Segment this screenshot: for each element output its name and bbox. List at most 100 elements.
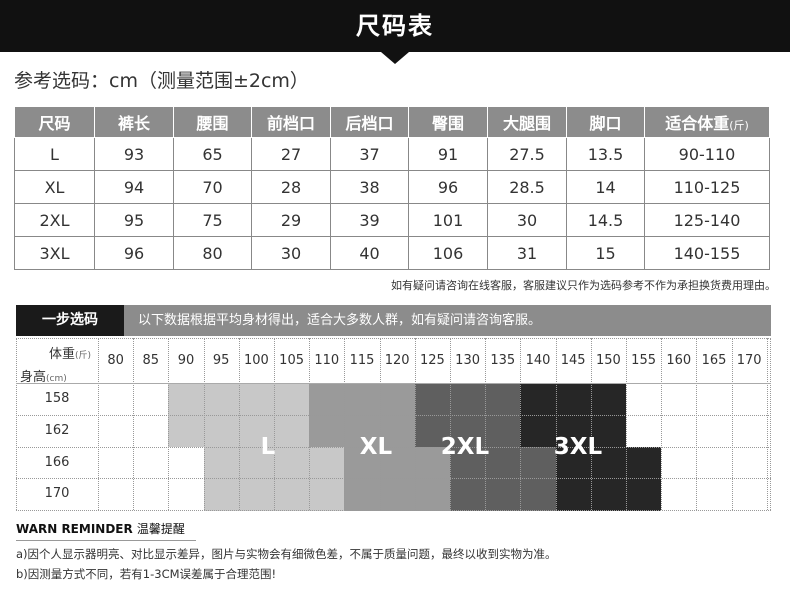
size-cell: 96 [408, 170, 488, 204]
reference-line: 参考选码：cm（测量范围±2cm） [14, 70, 309, 92]
size-zone-xl [309, 414, 415, 447]
grid-line [168, 338, 170, 510]
height-label: 158 [44, 391, 70, 406]
grid-line [16, 414, 771, 416]
grid-line [133, 338, 135, 510]
weight-label: 105 [279, 353, 304, 368]
size-cell: 2XL [14, 203, 95, 237]
header-cell: 腰围 [173, 106, 252, 138]
grid-line [16, 338, 771, 339]
header-weight-unit: (斤) [729, 119, 749, 132]
height-axis-label: 身高(cm) [20, 366, 67, 385]
weight-axis-label: 体重(斤) [49, 343, 91, 362]
grid-line [731, 338, 733, 510]
size-cell: 75 [173, 203, 252, 237]
size-cell: 106 [408, 236, 488, 270]
size-cell: 30 [487, 203, 567, 237]
divider [16, 540, 196, 541]
weight-label: 125 [419, 353, 445, 368]
recommendation-header: 一步选码 以下数据根据平均身材得出，适合大多数人群，如有疑问请咨询客服。 [16, 305, 771, 336]
size-cell: 91 [408, 137, 488, 171]
grid-line [520, 338, 522, 510]
grid-line [661, 338, 663, 510]
size-zone-3xl [520, 383, 626, 416]
weight-label: 85 [142, 353, 160, 368]
grid-line [16, 510, 771, 511]
size-row: XL 94 70 28 38 96 28.5 14 110-125 [14, 170, 770, 204]
size-cell: 94 [94, 170, 174, 204]
weight-label: 135 [490, 353, 516, 368]
size-cell: 125-140 [644, 203, 770, 237]
grid-line [696, 338, 698, 510]
header-cell-weight: 适合体重(斤) [644, 106, 770, 138]
weight-label: 115 [349, 353, 375, 368]
weight-label: 155 [631, 353, 656, 368]
size-row: 3XL 96 80 30 40 106 31 15 140-155 [14, 236, 770, 270]
size-zone-xl [309, 383, 415, 416]
grid-line [16, 383, 771, 384]
weight-label: 140 [525, 353, 551, 368]
page-title: 尺码表 [356, 12, 434, 40]
header-cell: 裤长 [94, 106, 174, 138]
size-zone-l [168, 383, 310, 416]
size-cell: 80 [173, 236, 252, 270]
weight-label: 130 [455, 353, 480, 368]
grid-line [770, 338, 771, 510]
size-cell: 28.5 [487, 170, 567, 204]
size-zone-l [203, 478, 345, 511]
size-cell: 65 [173, 137, 252, 171]
size-cell: 38 [330, 170, 409, 204]
advice-note: 如有疑问请咨询在线客服，客服建议只作为选码参考不作为承担换货费用理由。 [391, 279, 776, 292]
zone-label-l: L [260, 434, 276, 460]
size-zone-3xl [520, 414, 626, 447]
weight-label: 95 [212, 353, 230, 368]
size-cell: 95 [94, 203, 174, 237]
grid-line [16, 338, 17, 510]
size-cell: 90-110 [644, 137, 770, 171]
weight-label: 160 [666, 353, 692, 368]
size-cell: 29 [251, 203, 331, 237]
size-cell: 3XL [14, 236, 95, 270]
grid-line [16, 478, 771, 480]
weight-label: 170 [736, 353, 762, 368]
header-weight-label: 适合体重 [665, 114, 730, 133]
warn-line-b: b)因测量方式不同，若有1-3CM误差属于合理范围! [16, 567, 277, 581]
height-unit: (cm) [46, 374, 67, 384]
grid-line [344, 338, 346, 510]
size-cell: 39 [330, 203, 409, 237]
size-cell: 70 [173, 170, 252, 204]
weight-label: 165 [701, 353, 727, 368]
size-cell: 96 [94, 236, 174, 270]
title-banner: 尺码表 [0, 0, 790, 52]
header-cell: 后档口 [330, 106, 409, 138]
weight-label: 120 [384, 353, 410, 368]
weight-label: 150 [595, 353, 621, 368]
size-zone-l [203, 446, 345, 479]
grid-line [98, 338, 99, 510]
warn-reminder-title: WARN REMINDER 温馨提醒 [16, 520, 185, 537]
weight-label: 110 [314, 353, 340, 368]
size-zone-3xl [555, 446, 662, 479]
size-zone-xl [344, 446, 450, 479]
size-cell: L [14, 137, 95, 171]
size-cell: 40 [330, 236, 409, 270]
size-cell: 110-125 [644, 170, 770, 204]
size-cell: 14.5 [566, 203, 645, 237]
grid-line [626, 338, 627, 510]
size-cell: XL [14, 170, 95, 204]
zone-label-xl: XL [359, 434, 393, 460]
size-cell: 15 [566, 236, 645, 270]
size-cell: 101 [408, 203, 488, 237]
size-recommendation-grid: 体重(斤) 身高(cm) 80 85 90 95 100 105 110 115 120 125 1… [16, 338, 771, 511]
height-label: 166 [44, 454, 70, 470]
size-table-header: 尺码 裤长 腰围 前档口 后档口 臀围 大腿围 脚口 适合体重(斤) [14, 106, 770, 138]
size-table: 尺码 裤长 腰围 前档口 后档口 臀围 大腿围 脚口 适合体重(斤) L 93 65… [14, 106, 770, 270]
size-cell: 140-155 [644, 236, 770, 270]
size-cell: 37 [330, 137, 409, 171]
size-zone-2xl [450, 478, 556, 511]
recommendation-text: 以下数据根据平均身材得出，适合大多数人群，如有疑问请咨询客服。 [138, 313, 542, 328]
size-cell: 14 [566, 170, 645, 204]
height-label: 170 [44, 486, 70, 502]
height-label: 162 [44, 422, 70, 438]
weight-label: 90 [177, 353, 195, 368]
